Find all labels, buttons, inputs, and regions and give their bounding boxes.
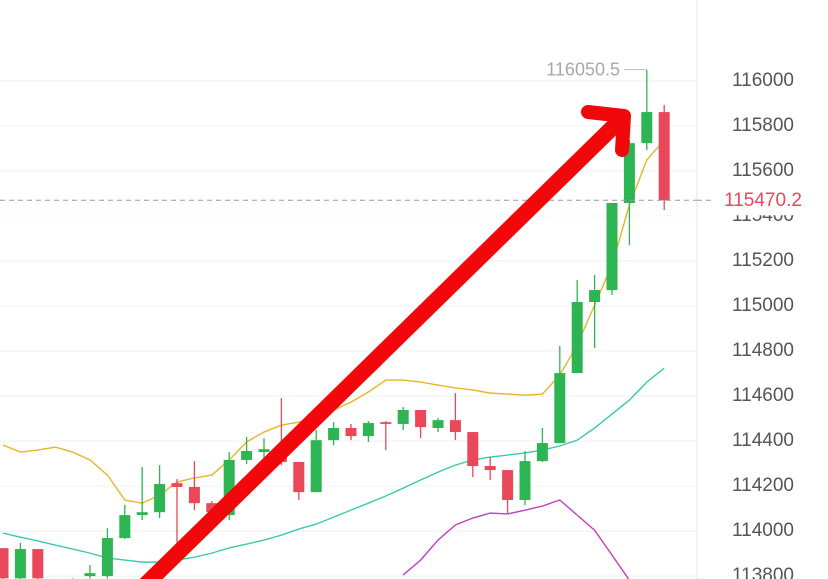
candle-body xyxy=(362,423,374,437)
candle-body xyxy=(154,484,166,513)
candle-body xyxy=(606,202,618,291)
last-price-box xyxy=(712,185,828,216)
candle-body xyxy=(502,470,514,501)
arrow-shaft xyxy=(139,120,620,579)
candle-body xyxy=(345,428,357,437)
candle-body xyxy=(658,112,670,201)
y-tick-label: 115600 xyxy=(732,160,794,181)
y-tick-label: 115000 xyxy=(732,295,794,316)
moving-average-line xyxy=(2,367,665,563)
candle-body xyxy=(206,503,218,513)
candle-body xyxy=(554,373,566,444)
candle-body xyxy=(571,301,583,374)
arrow-annotation xyxy=(139,105,631,579)
y-tick-label: 116000 xyxy=(732,70,794,91)
candle-body xyxy=(119,515,131,539)
candle-body xyxy=(14,549,26,579)
candle-body xyxy=(519,461,531,501)
candle-body xyxy=(397,410,409,424)
candle-body xyxy=(589,290,601,302)
last-price-label: 115470.2 xyxy=(724,190,802,211)
candle-body xyxy=(293,461,305,493)
candle-body xyxy=(171,483,183,487)
candle-body xyxy=(415,410,427,428)
candle-body xyxy=(328,428,340,441)
y-tick-label: 113800 xyxy=(732,565,794,579)
candle-body xyxy=(641,112,653,144)
candle-body xyxy=(432,420,444,429)
candle-body xyxy=(623,143,635,203)
candle-body xyxy=(484,466,496,471)
candle-body xyxy=(223,459,235,516)
y-tick-label: 115200 xyxy=(732,250,794,271)
y-tick-label: 114600 xyxy=(732,385,794,406)
y-tick-label: 114200 xyxy=(732,475,794,496)
arrow-head xyxy=(581,105,631,157)
y-axis: 113800 114000 114200 114400 114600 114800 1150… xyxy=(697,70,828,579)
y-tick-label: 114400 xyxy=(732,430,794,451)
y-tick-label: 115800 xyxy=(732,115,794,136)
candle-body xyxy=(84,573,96,577)
moving-average-line xyxy=(402,499,630,579)
candle-body xyxy=(0,548,9,579)
high-annotation-label: 116050.5 xyxy=(546,59,620,79)
candle-body xyxy=(188,486,200,504)
candle-body xyxy=(380,422,392,424)
y-tick-label: 114800 xyxy=(732,340,794,361)
candle-body xyxy=(241,450,253,460)
candle-body xyxy=(449,420,461,433)
candle-body xyxy=(101,538,113,577)
candle-body xyxy=(310,440,322,493)
candle-body xyxy=(536,443,548,462)
candle-body xyxy=(467,432,479,467)
y-tick-label: 114000 xyxy=(732,520,794,541)
candle-body xyxy=(136,512,148,516)
candle-body xyxy=(258,449,270,453)
candle-body xyxy=(32,549,44,579)
